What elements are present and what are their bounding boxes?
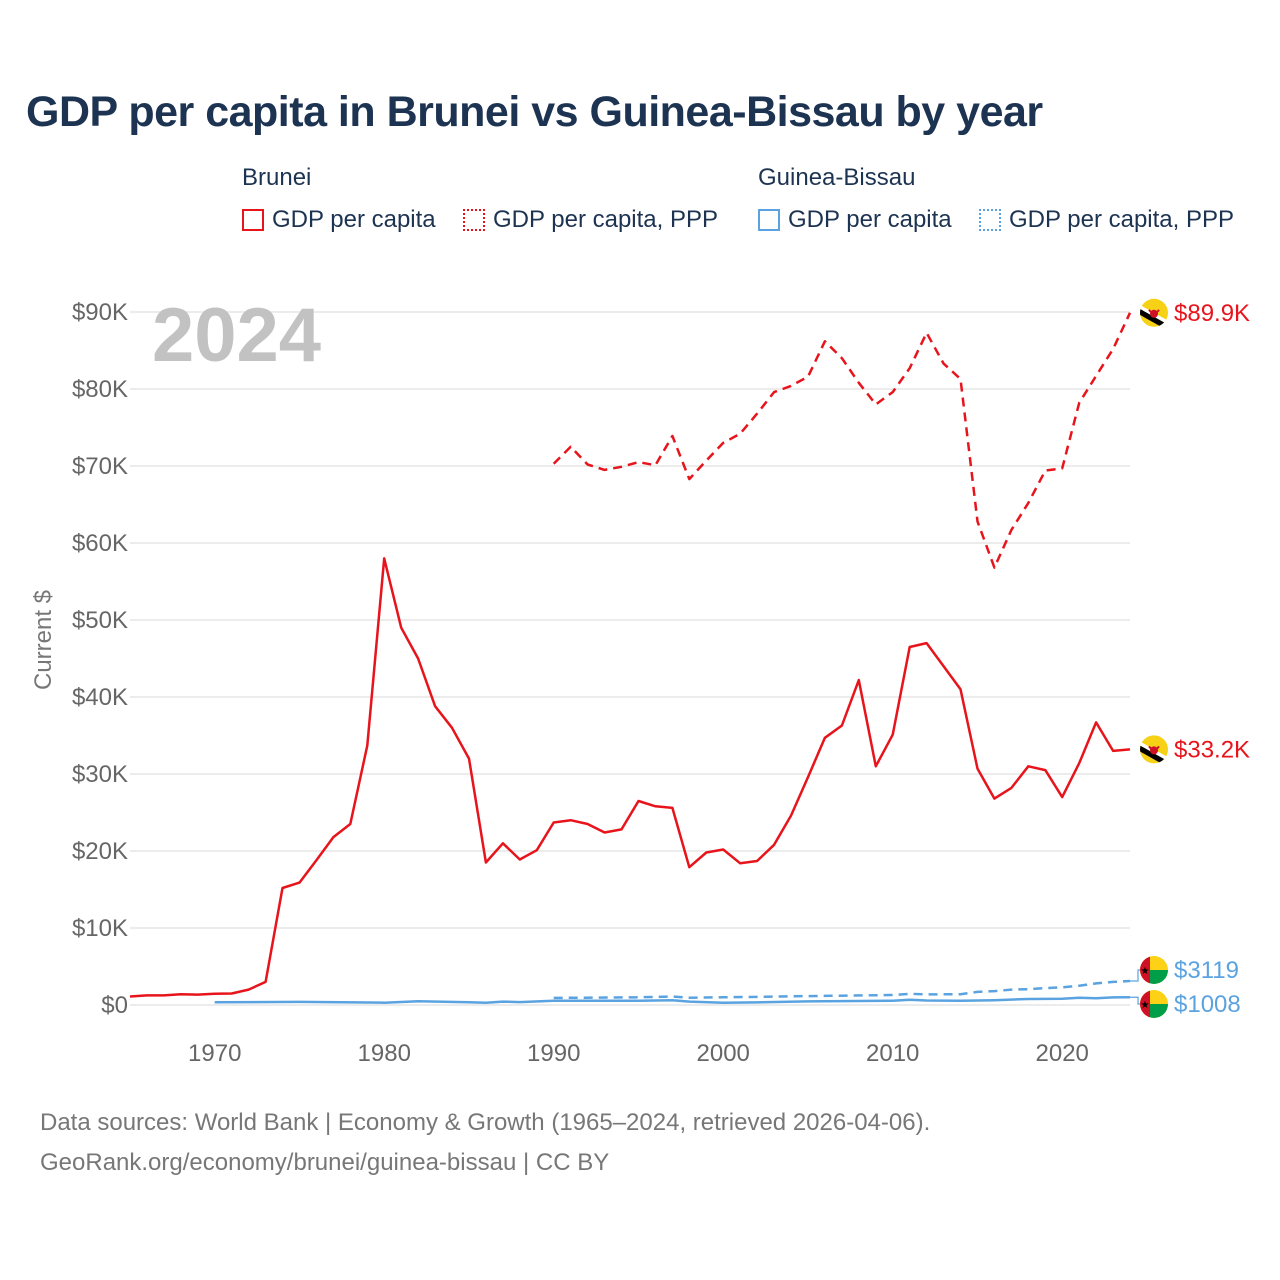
x-tick-label: 2010 — [866, 1040, 919, 1067]
x-tick-label: 1980 — [358, 1040, 411, 1067]
legend-group-guinea-bissau: Guinea-Bissau — [758, 164, 916, 191]
legend-group-brunei: Brunei — [242, 164, 312, 191]
legend-swatch-dotted-blue — [979, 209, 1001, 231]
legend-item-label: GDP per capita — [272, 206, 436, 233]
series-line-1 — [552, 312, 1132, 569]
legend-item-brunei-gdp-ppp[interactable]: GDP per capita, PPP — [463, 206, 718, 234]
guinea-bissau-flag-icon — [1140, 990, 1168, 1018]
source-line-1: Data sources: World Bank | Economy & Gro… — [40, 1109, 931, 1136]
end-labels: $33.2K $89.9K $1008 $3119 — [1130, 299, 1250, 1018]
y-axis-label: Current $ — [30, 590, 57, 690]
end-value-label: $89.9K — [1174, 300, 1250, 327]
y-tick-label: $30K — [72, 761, 128, 788]
x-axis-ticks: 1970 1980 1990 2000 2010 2020 — [188, 1040, 1089, 1067]
series-line-3 — [553, 979, 1131, 1000]
legend-item-label: GDP per capita, PPP — [493, 206, 718, 233]
series-line-2 — [214, 995, 1131, 1005]
chart-area: ★ $0$10K$20K$30K$40K$50K$60K$70K$80K$90K… — [30, 0, 1250, 1067]
series-lines — [129, 312, 1132, 1005]
y-tick-label: $50K — [72, 607, 128, 634]
y-tick-label: $60K — [72, 530, 128, 557]
y-tick-label: $0 — [101, 992, 128, 1019]
legend-item-label: GDP per capita — [788, 206, 952, 233]
guinea-bissau-flag-icon — [1140, 956, 1168, 984]
y-axis-ticks: $0 $10K $20K $30K $40K $50K $60K $70K $80K $90K — [72, 299, 128, 1019]
brunei-flag-icon — [1138, 735, 1170, 768]
x-tick-label: 1970 — [188, 1040, 241, 1067]
legend-item-label: GDP per capita, PPP — [1009, 206, 1234, 233]
x-tick-label: 2000 — [697, 1040, 750, 1067]
legend-swatch-solid-blue — [758, 209, 780, 231]
legend-swatch-solid-red — [242, 209, 264, 231]
x-tick-label: 1990 — [527, 1040, 580, 1067]
y-tick-label: $40K — [72, 684, 128, 711]
chart-title: GDP per capita in Brunei vs Guinea-Bissa… — [26, 88, 1043, 136]
y-tick-label: $20K — [72, 838, 128, 865]
y-tick-label: $70K — [72, 453, 128, 480]
series-line-0 — [129, 557, 1131, 998]
grid-lines — [130, 311, 1130, 1006]
brunei-flag-icon — [1138, 299, 1170, 332]
y-tick-label: $80K — [72, 376, 128, 403]
legend-item-brunei-gdp[interactable]: GDP per capita — [242, 206, 436, 234]
legend-swatch-dotted-red — [463, 209, 485, 231]
source-line-2[interactable]: GeoRank.org/economy/brunei/guinea-bissau… — [40, 1149, 610, 1176]
y-tick-label: $90K — [72, 299, 128, 326]
legend-item-guinea-bissau-gdp[interactable]: GDP per capita — [758, 206, 952, 234]
x-tick-label: 2020 — [1036, 1040, 1089, 1067]
end-value-label: $3119 — [1174, 957, 1239, 984]
y-tick-label: $10K — [72, 915, 128, 942]
end-value-label: $1008 — [1174, 991, 1241, 1018]
year-watermark: 2024 — [152, 293, 322, 378]
end-value-label: $33.2K — [1174, 736, 1250, 763]
legend-item-guinea-bissau-gdp-ppp[interactable]: GDP per capita, PPP — [979, 206, 1234, 234]
